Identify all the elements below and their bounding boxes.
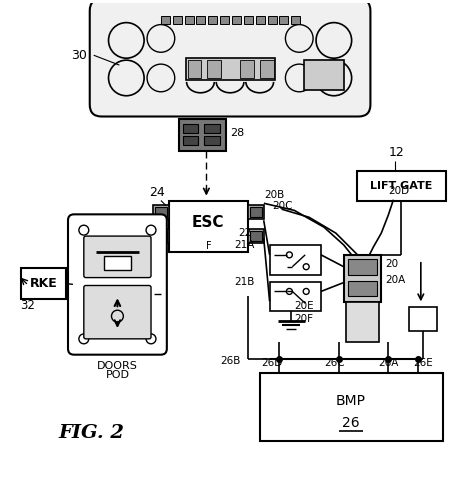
Bar xyxy=(260,373,443,441)
Bar xyxy=(173,16,182,24)
Text: 20D: 20D xyxy=(388,186,410,195)
Bar xyxy=(204,136,220,145)
FancyBboxPatch shape xyxy=(84,236,151,278)
Text: 12: 12 xyxy=(388,146,404,159)
Bar xyxy=(188,60,201,78)
Bar xyxy=(179,120,226,151)
Bar xyxy=(250,208,262,217)
Bar xyxy=(344,255,381,302)
Bar xyxy=(268,16,276,24)
Bar xyxy=(204,124,220,133)
Bar xyxy=(169,201,248,252)
Bar xyxy=(409,307,437,331)
Text: LIFT GATE: LIFT GATE xyxy=(370,181,432,191)
FancyBboxPatch shape xyxy=(90,0,370,117)
Bar xyxy=(184,16,193,24)
Text: BMP: BMP xyxy=(336,394,365,408)
Bar xyxy=(348,280,377,296)
Text: 20A: 20A xyxy=(385,275,405,284)
Bar xyxy=(280,16,288,24)
Text: 21A: 21A xyxy=(235,240,255,250)
Text: F: F xyxy=(206,241,211,251)
Text: 32: 32 xyxy=(20,299,36,312)
Bar xyxy=(270,281,321,311)
Bar xyxy=(153,206,169,219)
Text: 30: 30 xyxy=(71,49,87,62)
Text: DOORS: DOORS xyxy=(97,361,138,371)
Text: 26: 26 xyxy=(342,416,359,430)
Text: POD: POD xyxy=(105,370,129,381)
Bar xyxy=(248,206,264,219)
Bar xyxy=(197,16,205,24)
Text: 20B: 20B xyxy=(264,190,285,200)
Text: 28: 28 xyxy=(230,128,244,139)
Text: 26A: 26A xyxy=(378,358,399,367)
Text: 26E: 26E xyxy=(413,358,433,367)
Bar xyxy=(292,16,300,24)
Text: FIG. 2: FIG. 2 xyxy=(59,424,125,442)
Bar xyxy=(207,60,221,78)
Bar xyxy=(182,136,199,145)
Text: 20E: 20E xyxy=(294,301,314,311)
Bar xyxy=(260,60,273,78)
Bar xyxy=(186,58,274,80)
Bar xyxy=(248,229,264,243)
Text: 26D: 26D xyxy=(262,358,283,367)
Bar xyxy=(220,16,229,24)
Text: 26C: 26C xyxy=(324,358,345,367)
Bar xyxy=(244,16,253,24)
Bar xyxy=(161,16,170,24)
FancyBboxPatch shape xyxy=(68,214,167,355)
Text: RKE: RKE xyxy=(29,277,57,290)
Text: 20C: 20C xyxy=(273,201,293,211)
FancyBboxPatch shape xyxy=(84,285,151,339)
Bar xyxy=(356,171,446,201)
Bar xyxy=(346,302,379,342)
Bar xyxy=(104,256,131,270)
Bar xyxy=(240,60,254,78)
Text: ESC: ESC xyxy=(192,215,225,230)
Bar xyxy=(209,16,217,24)
Bar xyxy=(348,259,377,275)
Text: 24: 24 xyxy=(149,186,165,199)
Bar xyxy=(270,245,321,275)
Bar xyxy=(304,60,344,90)
Text: 22: 22 xyxy=(238,228,252,238)
Bar xyxy=(155,231,167,241)
Bar xyxy=(155,208,167,217)
Text: 20: 20 xyxy=(385,259,398,269)
Bar xyxy=(20,268,66,299)
Bar xyxy=(153,229,169,243)
Text: 26B: 26B xyxy=(220,356,241,365)
Text: 20F: 20F xyxy=(294,314,313,324)
Bar xyxy=(182,124,199,133)
Bar xyxy=(232,16,241,24)
Text: 21B: 21B xyxy=(235,277,255,287)
Bar xyxy=(250,231,262,241)
Bar xyxy=(256,16,264,24)
